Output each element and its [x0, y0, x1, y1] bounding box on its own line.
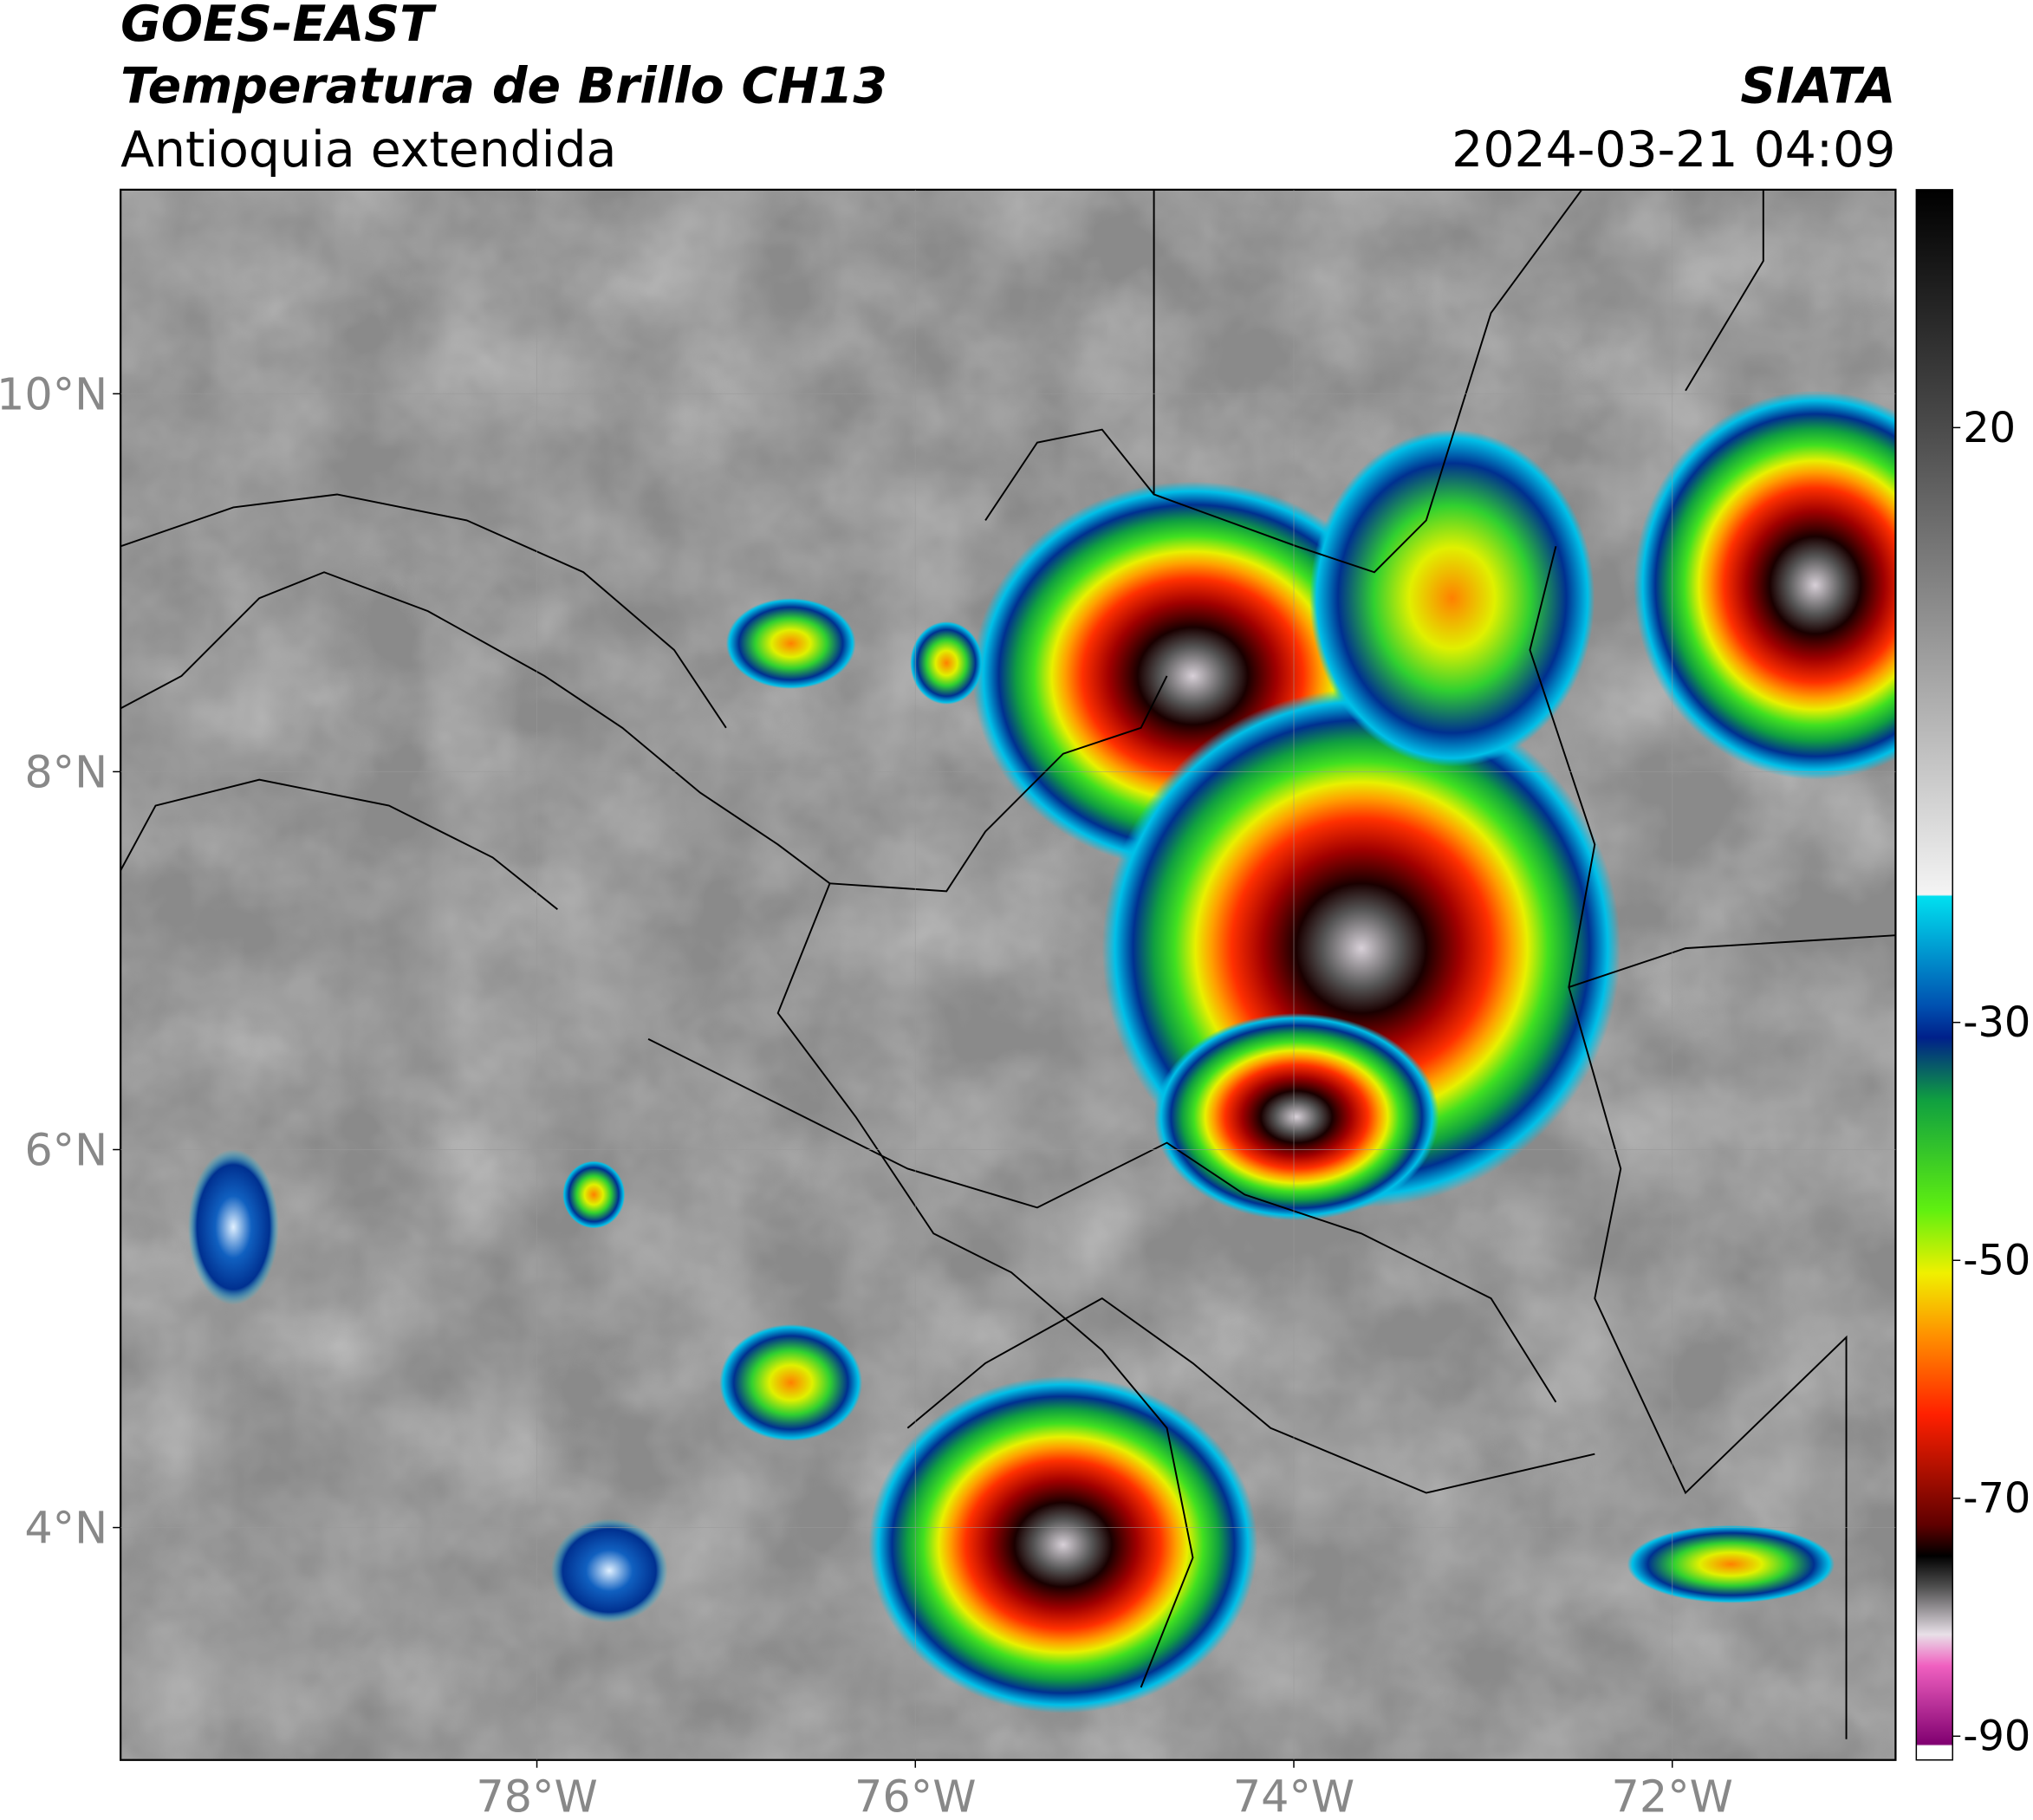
map: [120, 189, 1896, 1760]
boundaries: [120, 189, 1896, 1739]
subtitle: Temperatura de Brillo CH13: [120, 58, 887, 115]
source: SIATA: [1740, 58, 1895, 115]
x-tick-label: 78°W: [476, 1771, 597, 1820]
colorbar-tick-label: -30: [1963, 999, 2030, 1047]
title: GOES-EAST: [120, 0, 437, 53]
convective-cells: [187, 390, 1896, 1713]
colorbar: [1915, 189, 1953, 1761]
colorbar-tick-label: -70: [1963, 1475, 2030, 1523]
colorbar-tick-label: 20: [1963, 405, 2016, 452]
datetime: 2024-03-21 04:09: [1452, 121, 1895, 179]
x-tick-label: 72°W: [1612, 1771, 1733, 1820]
map-frame: [120, 188, 1897, 1761]
x-tick-label: 76°W: [854, 1771, 976, 1820]
colorbar-tick-label: -90: [1963, 1713, 2030, 1761]
x-tick-label: 74°W: [1233, 1771, 1354, 1820]
y-tick-label: 6°N: [24, 1124, 107, 1175]
y-tick-label: 10°N: [0, 368, 107, 419]
colorbar-tick-label: -50: [1963, 1238, 2030, 1285]
y-tick-label: 4°N: [24, 1503, 107, 1554]
y-tick-label: 8°N: [24, 746, 107, 797]
region: Antioquia extendida: [120, 121, 616, 179]
